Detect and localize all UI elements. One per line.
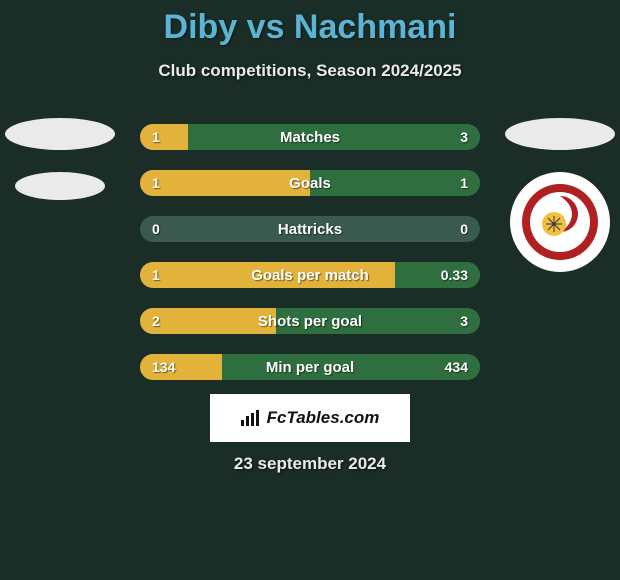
stat-row: 2Shots per goal3 bbox=[140, 308, 480, 334]
stat-row: 1Matches3 bbox=[140, 124, 480, 150]
value-right: 3 bbox=[460, 313, 468, 329]
value-right: 0 bbox=[460, 221, 468, 237]
left-badge-column bbox=[0, 118, 120, 200]
comparison-chart: 1Matches31Goals10Hattricks01Goals per ma… bbox=[140, 124, 480, 400]
chart-icon bbox=[241, 410, 261, 426]
player-badge-ellipse bbox=[15, 172, 105, 200]
page-title: Diby vs Nachmani bbox=[0, 0, 620, 47]
brand-badge: FcTables.com bbox=[210, 394, 410, 442]
club-logo-icon bbox=[520, 182, 600, 262]
value-right: 434 bbox=[445, 359, 468, 375]
stat-label: Min per goal bbox=[140, 359, 480, 376]
stat-label: Matches bbox=[140, 129, 480, 146]
stat-label: Hattricks bbox=[140, 221, 480, 238]
date-text: 23 september 2024 bbox=[0, 454, 620, 474]
club-badge bbox=[510, 172, 610, 272]
stat-row: 0Hattricks0 bbox=[140, 216, 480, 242]
brand-text: FcTables.com bbox=[267, 408, 380, 428]
stat-label: Goals per match bbox=[140, 267, 480, 284]
value-right: 0.33 bbox=[441, 267, 468, 283]
right-badge-column bbox=[500, 118, 620, 272]
player-badge-ellipse bbox=[505, 118, 615, 150]
stat-label: Goals bbox=[140, 175, 480, 192]
value-right: 3 bbox=[460, 129, 468, 145]
stat-row: 1Goals1 bbox=[140, 170, 480, 196]
value-right: 1 bbox=[460, 175, 468, 191]
subtitle: Club competitions, Season 2024/2025 bbox=[0, 61, 620, 81]
player-badge-ellipse bbox=[5, 118, 115, 150]
stat-label: Shots per goal bbox=[140, 313, 480, 330]
stat-row: 134Min per goal434 bbox=[140, 354, 480, 380]
stat-row: 1Goals per match0.33 bbox=[140, 262, 480, 288]
